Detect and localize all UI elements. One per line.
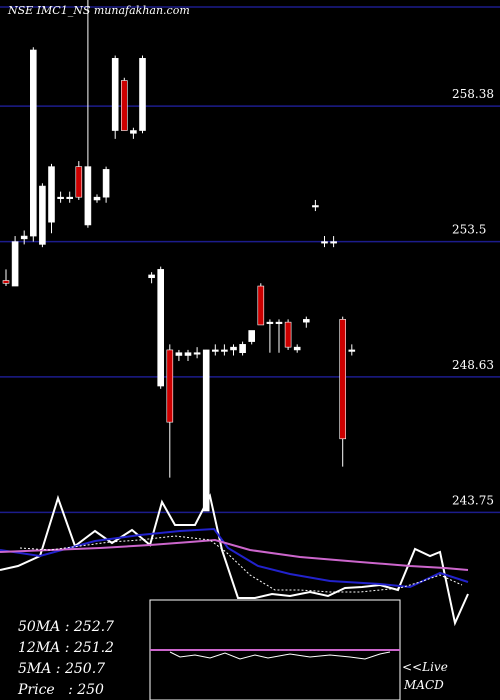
candle-body xyxy=(121,80,128,131)
candle-body xyxy=(11,241,19,287)
candle-body xyxy=(248,330,255,342)
candle-body xyxy=(312,205,319,208)
candle-body xyxy=(93,196,101,201)
signal-dotted-line xyxy=(19,535,463,593)
candle-body xyxy=(29,49,37,237)
candle-body xyxy=(39,185,46,245)
candle-body xyxy=(266,321,274,324)
stat-12ma: 12MA : 251.2 xyxy=(18,640,114,656)
candle-body xyxy=(212,349,219,352)
candle-body xyxy=(202,349,210,512)
candle-body xyxy=(184,352,192,356)
candle-body xyxy=(157,269,164,387)
ma-slow-line xyxy=(0,538,469,571)
volume-line xyxy=(0,493,469,627)
candle-body xyxy=(130,130,137,134)
candle-body xyxy=(321,241,328,244)
candle-body xyxy=(20,235,28,240)
candle-body xyxy=(175,352,183,356)
candle-body xyxy=(193,352,201,355)
price-axis-labels: 261.95 258.38 253.5 248.63 243.75 xyxy=(452,0,494,507)
candle-body xyxy=(221,349,228,352)
price-axis-label: 248.63 xyxy=(452,358,494,372)
macd-title-label: MACD xyxy=(403,678,444,692)
stat-50ma: 50MA : 252.7 xyxy=(18,619,114,635)
candle-body xyxy=(239,344,246,354)
stat-price: Price : 250 xyxy=(17,682,104,698)
price-axis-label: 253.5 xyxy=(452,223,486,237)
macd-live-label: <<Live xyxy=(402,660,448,674)
candle-body xyxy=(148,274,155,279)
ma-fast-line xyxy=(0,527,469,589)
candle-body xyxy=(284,321,292,348)
price-axis-label: 243.75 xyxy=(452,493,494,507)
candle-body xyxy=(330,241,337,244)
candle-body xyxy=(84,166,92,226)
stats-block: 50MA : 252.7 12MA : 251.2 5MA : 250.7 Pr… xyxy=(17,619,114,698)
watermark-text: NSE IMC1_NS munafakhan.com xyxy=(7,4,190,17)
candle-body xyxy=(339,319,347,440)
candle-body xyxy=(66,196,73,199)
candle-body xyxy=(2,280,10,284)
candle-body xyxy=(293,346,301,351)
macd-panel xyxy=(149,599,401,700)
candle-body xyxy=(275,321,283,324)
stat-5ma: 5MA : 250.7 xyxy=(18,661,105,677)
price-axis-label: 258.38 xyxy=(452,87,494,101)
candle-body xyxy=(257,285,265,326)
candle-body xyxy=(111,58,119,131)
price-axis-label: 261.95 xyxy=(452,0,494,2)
candle-body xyxy=(48,166,55,223)
candle-body xyxy=(57,196,64,199)
candle-body xyxy=(230,346,237,351)
candle-body xyxy=(302,319,310,323)
candles xyxy=(2,0,356,512)
candle-body xyxy=(102,169,110,198)
macd-line xyxy=(169,651,391,660)
indicator-lines xyxy=(0,493,469,627)
candle-body xyxy=(139,58,146,131)
candle-body xyxy=(166,349,174,423)
grid-lines xyxy=(0,6,500,514)
candle-body xyxy=(75,166,83,198)
candle-body xyxy=(348,349,356,352)
